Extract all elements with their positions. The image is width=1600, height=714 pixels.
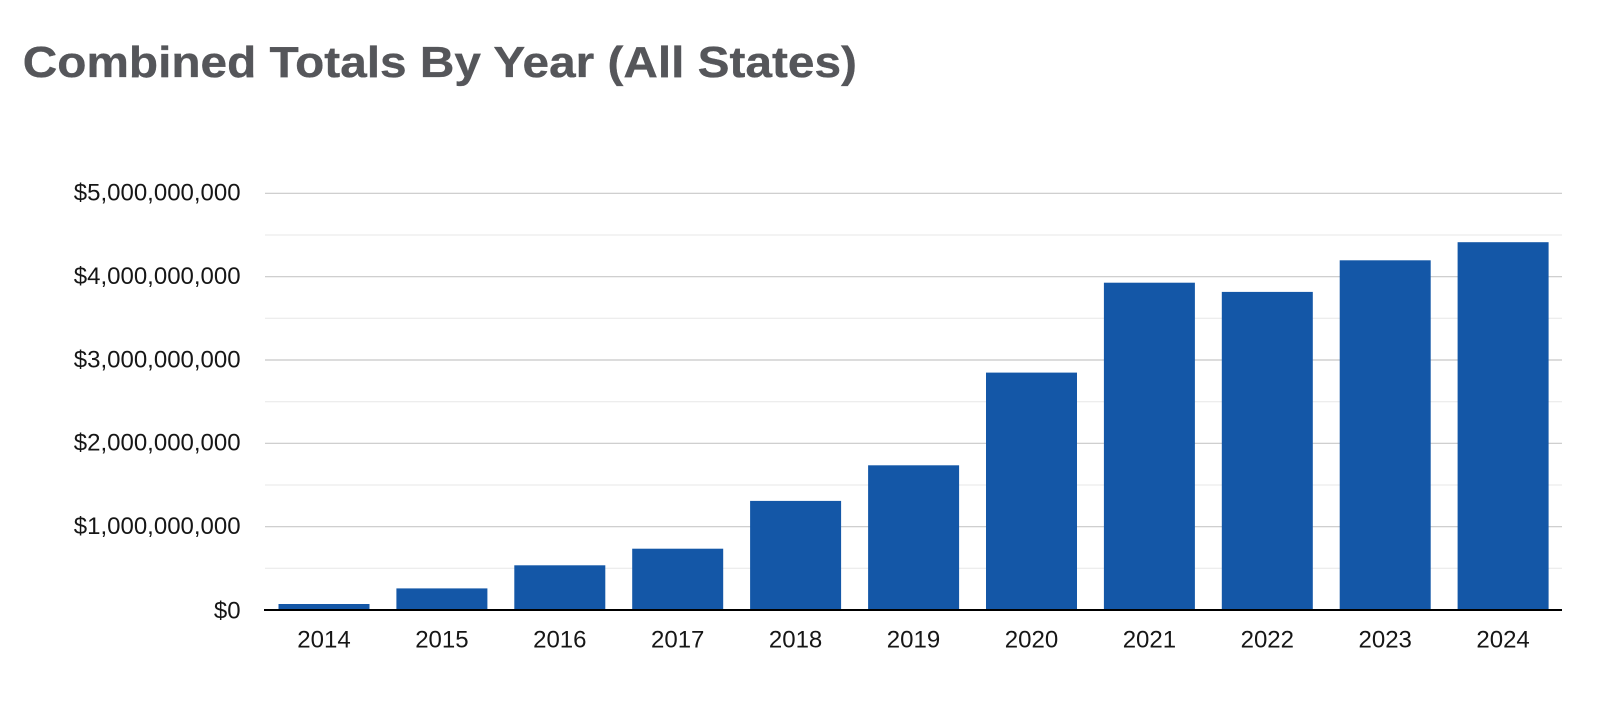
svg-text:$1,000,000,000: $1,000,000,000 (74, 513, 241, 540)
svg-text:2016: 2016 (533, 627, 586, 654)
svg-text:2022: 2022 (1241, 627, 1294, 654)
svg-text:$3,000,000,000: $3,000,000,000 (74, 346, 241, 373)
svg-text:$2,000,000,000: $2,000,000,000 (74, 430, 241, 457)
svg-text:2020: 2020 (1005, 627, 1058, 654)
svg-text:2021: 2021 (1123, 627, 1176, 654)
svg-text:Combined Totals By Year (All S: Combined Totals By Year (All States) (23, 38, 857, 87)
svg-text:2019: 2019 (887, 627, 940, 654)
svg-text:2014: 2014 (297, 627, 350, 654)
svg-text:$0: $0 (214, 598, 241, 625)
svg-text:2017: 2017 (651, 627, 704, 654)
svg-text:$4,000,000,000: $4,000,000,000 (74, 263, 241, 290)
svg-text:2024: 2024 (1476, 627, 1529, 654)
svg-text:2018: 2018 (769, 627, 822, 654)
svg-text:2023: 2023 (1359, 627, 1412, 654)
svg-text:2015: 2015 (415, 627, 468, 654)
svg-text:$5,000,000,000: $5,000,000,000 (74, 180, 241, 207)
